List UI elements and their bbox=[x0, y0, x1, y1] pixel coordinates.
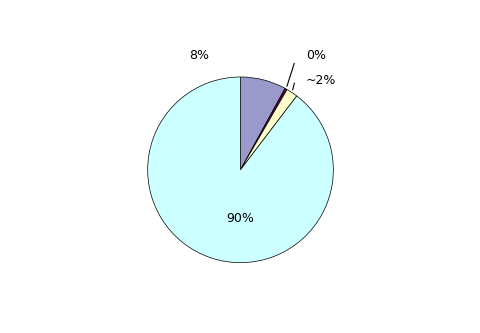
Wedge shape bbox=[240, 90, 296, 170]
Text: ~2%: ~2% bbox=[305, 74, 336, 87]
Text: 0%: 0% bbox=[305, 49, 325, 62]
Wedge shape bbox=[240, 88, 287, 170]
Text: 8%: 8% bbox=[189, 49, 209, 62]
Wedge shape bbox=[147, 77, 333, 263]
Wedge shape bbox=[240, 77, 285, 170]
Text: 90%: 90% bbox=[226, 212, 254, 225]
